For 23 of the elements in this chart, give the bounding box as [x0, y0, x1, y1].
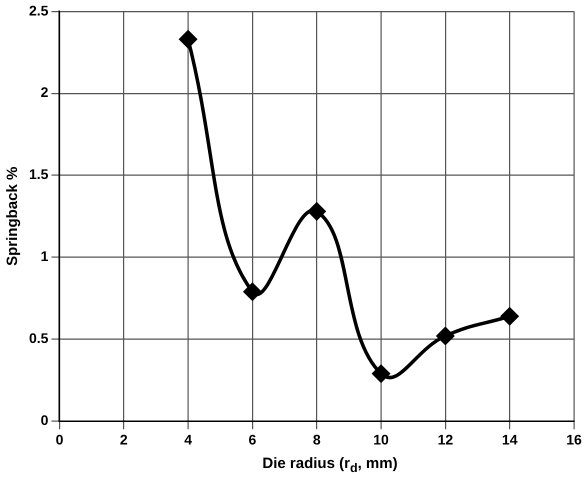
y-tick-label: 2.5 [28, 2, 49, 18]
y-tick-label: 1 [40, 248, 49, 264]
x-tick-label: 10 [373, 431, 390, 448]
x-tick-label: 2 [120, 431, 128, 448]
y-tick-label: 2 [40, 84, 49, 100]
point [308, 202, 326, 220]
x-tick-label: 4 [184, 431, 192, 448]
y-tick-label: 0 [40, 412, 49, 428]
x-tick-label: 6 [248, 431, 257, 448]
x-tick-label: 8 [312, 431, 321, 448]
x-axis-title: Die radius (r$_{d}$, mm) [261, 455, 399, 475]
point [500, 308, 518, 326]
point [244, 282, 262, 300]
x-tick-label: 0 [56, 431, 64, 448]
y-tick-label: 1.5 [28, 166, 49, 182]
x-tick-label: 12 [438, 431, 454, 448]
x-tick-label: 14 [502, 431, 518, 448]
point [436, 327, 454, 345]
y-axis-title: Springback % [4, 166, 22, 266]
x-tick-label: 16 [566, 431, 582, 448]
point [372, 364, 390, 382]
point [179, 30, 197, 48]
y-tick-label: 0.5 [28, 330, 49, 346]
